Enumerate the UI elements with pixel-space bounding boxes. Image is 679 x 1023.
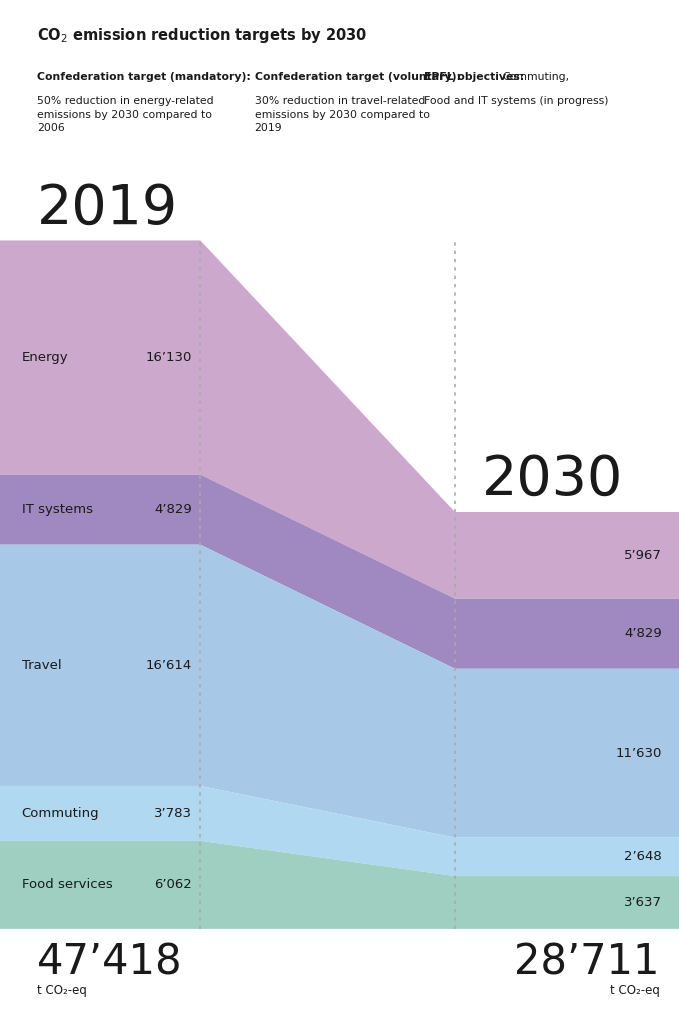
Text: 47’418: 47’418 [37,941,183,983]
Text: Food services: Food services [22,879,113,891]
Polygon shape [0,786,679,876]
Polygon shape [0,841,679,929]
Text: Commuting,: Commuting, [502,72,570,82]
Text: 2’648: 2’648 [624,850,662,863]
Text: Travel: Travel [22,659,61,672]
Text: Energy: Energy [22,351,69,364]
Text: 11’630: 11’630 [616,747,662,760]
Text: CO$_2$ emission reduction targets by 2030: CO$_2$ emission reduction targets by 203… [37,26,367,45]
Text: 28’711: 28’711 [515,941,660,983]
Text: 6’062: 6’062 [154,879,192,891]
Text: t CO₂-eq: t CO₂-eq [610,984,660,997]
Text: 2019: 2019 [37,181,179,235]
Text: Confederation target (voluntary):: Confederation target (voluntary): [255,72,460,82]
Text: Confederation target (mandatory):: Confederation target (mandatory): [37,72,251,82]
Text: Commuting: Commuting [22,807,99,819]
Text: 50% reduction in energy-related
emissions by 2030 compared to
2006: 50% reduction in energy-related emission… [37,96,214,133]
Text: IT systems: IT systems [22,503,93,517]
Text: t CO₂-eq: t CO₂-eq [37,984,87,997]
Polygon shape [0,544,679,838]
Polygon shape [0,240,679,598]
Text: 16’130: 16’130 [146,351,192,364]
Polygon shape [0,475,679,669]
Text: 3’637: 3’637 [624,896,662,909]
Text: EPFL objectives:: EPFL objectives: [424,72,525,82]
Text: 4’829: 4’829 [154,503,192,517]
Text: 30% reduction in travel-related
emissions by 2030 compared to
2019: 30% reduction in travel-related emission… [255,96,430,133]
Text: 16’614: 16’614 [146,659,192,672]
Text: 3’783: 3’783 [154,807,192,819]
Text: Food and IT systems (in progress): Food and IT systems (in progress) [424,96,609,106]
Text: 5’967: 5’967 [624,548,662,562]
Text: 2030: 2030 [482,453,623,507]
Text: 4’829: 4’829 [624,627,662,640]
